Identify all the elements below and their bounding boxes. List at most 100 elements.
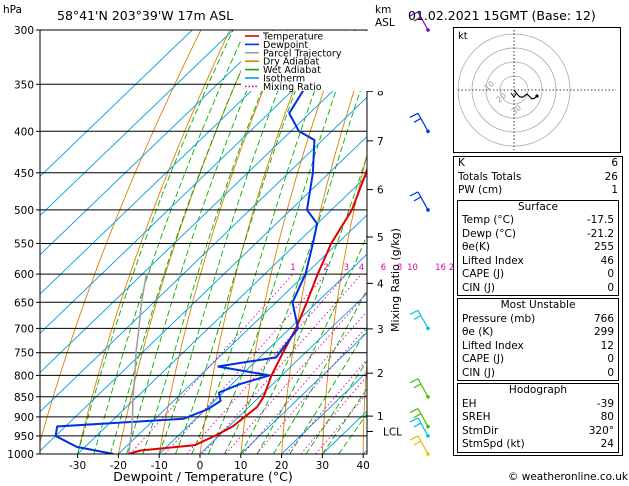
wet-adiabat-line: [273, 288, 367, 454]
dry-adiabat-line: [281, 50, 367, 454]
most-unstable-title: Most Unstable: [500, 299, 576, 311]
pressure-tick-label: 850: [14, 392, 34, 404]
pressure-unit-label: hPa: [3, 4, 22, 16]
surface-thetae-row: θe(K) 255: [462, 241, 614, 253]
wet-adiabat-line: [158, 30, 303, 454]
plot-frame: [39, 29, 368, 455]
mixing-ratio-label: 4: [359, 263, 364, 273]
index-totals-row: Totals Totals 26: [458, 170, 618, 183]
legend-entry-label: Isotherm: [263, 74, 305, 85]
mixing-ratio-line: [129, 273, 294, 454]
height-tick-label: 5: [377, 232, 384, 244]
wet-adiabat-line: [240, 154, 367, 454]
surface-cin-row: CIN (J) 0: [462, 281, 614, 294]
mixing-ratio-line: [225, 292, 367, 454]
pressure-tick-label: 650: [14, 297, 34, 309]
mixing-ratio-label: 2: [323, 263, 328, 273]
hodograph-trace: [513, 89, 538, 100]
profile-series: [54, 57, 367, 454]
isotherm-line: [40, 30, 315, 295]
pressure-tick-label: 800: [14, 370, 34, 382]
pressure-tick-label: 900: [14, 412, 34, 424]
mixing-ratio-label: 3: [344, 263, 349, 273]
index-pw-row: PW (cm) 1: [458, 184, 618, 196]
copyright-footer[interactable]: © weatheronline.co.uk: [507, 471, 628, 483]
pressure-tick-label: 400: [14, 126, 34, 138]
surface-li-row: Lifted Index 46: [462, 254, 614, 267]
surface-temp-row: Temp (°C) -17.5: [462, 214, 614, 226]
series-temperature-line: [128, 166, 367, 454]
surface-title: Surface: [517, 200, 558, 213]
isotherm-line: [40, 96, 367, 413]
height-tick-label: 6: [377, 185, 384, 197]
pressure-tick-label: 600: [14, 269, 34, 281]
pressure-tick-label: 750: [14, 348, 34, 360]
x-tick-label: 20: [275, 460, 288, 472]
legend-background: [241, 31, 383, 91]
hodograph-title: Hodograph: [508, 384, 568, 396]
legend-entry-label: Dry Adiabat: [263, 57, 320, 68]
mixing-ratio-lines: [129, 273, 367, 454]
mixing-ratio-label: 1: [290, 263, 295, 273]
dry-adiabat-line: [77, 30, 231, 454]
hodo-stmdir-row: StmDir 320°: [462, 424, 614, 437]
location-title: 58°41'N 203°39'W 17m ASL: [57, 8, 233, 23]
legend-entry-label: Wet Adiabat: [263, 65, 321, 76]
legend-entry-label: Temperature: [262, 32, 323, 43]
mu-li-row: Lifted Index 12: [462, 339, 614, 352]
x-tick-label: -30: [69, 460, 86, 472]
height-tick-label: 7: [377, 136, 384, 148]
wind-barb: [409, 408, 430, 429]
hodograph-endpoint: [535, 94, 539, 98]
storm-motion-marker: [510, 92, 517, 98]
isotherm-line: [40, 30, 234, 217]
x-tick-label: 30: [316, 460, 329, 472]
most-unstable-section: Most Unstable Pressure (mb) 766 θe (K) 299…: [457, 298, 619, 381]
pressure-tick-labels: 300 350 400 450 500 550 600 650 700 750 800 850 900 9…: [7, 25, 40, 461]
pressure-gridlines: [40, 29, 367, 455]
isotherm-line: [240, 332, 367, 454]
mu-cape-row: CAPE (J) 0: [462, 353, 614, 365]
pressure-tick-label: 700: [14, 323, 34, 335]
isotherms: [40, 30, 367, 454]
wet-adiabat-line: [126, 30, 273, 454]
mixing-ratio-line: [202, 273, 362, 454]
surface-dewp-row: Dewp (°C) -21.2: [462, 227, 614, 240]
x-axis-label: Dewpoint / Temperature (°C): [113, 469, 292, 484]
km-unit-label: km: [375, 4, 391, 16]
mixing-ratio-axis-label: Mixing Ratio (g/kg): [389, 228, 402, 332]
legend-entry-label: Parcel Trajectory: [263, 48, 342, 59]
pressure-tick-label: 950: [14, 431, 34, 443]
mixing-ratio-line: [256, 325, 367, 454]
wet-adiabat-line: [191, 30, 338, 454]
isotherm-line: [40, 30, 193, 177]
height-km-ticks: 8 7 6 5 4 3 2 1 LCL: [367, 86, 402, 438]
legend-entry-label: Mixing Ratio: [263, 82, 322, 93]
wind-barb: [409, 417, 430, 438]
mu-thetae-row: θe (K) 299: [462, 326, 614, 338]
wind-barb: [409, 112, 430, 134]
height-tick-label: 2: [377, 368, 384, 380]
mu-pressure-row: Pressure (mb) 766: [462, 312, 614, 325]
series-parcel-trajectory-line: [127, 273, 148, 454]
asl-unit-label: ASL: [375, 17, 395, 29]
x-tick-label: 0: [197, 460, 204, 472]
x-tick-label: -10: [151, 460, 168, 472]
isotherm-line: [199, 292, 367, 454]
isotherm-line: [281, 371, 367, 454]
pressure-tick-label: 550: [14, 238, 34, 250]
x-tick-label: -20: [110, 460, 127, 472]
wind-barb: [409, 11, 430, 32]
height-tick-label: 8: [377, 86, 384, 98]
wind-barb: [409, 378, 430, 399]
x-tick-label: 40: [357, 460, 370, 472]
x-tick-label: 10: [234, 460, 247, 472]
mixing-ratio-label: 6: [381, 263, 386, 273]
height-tick-label: 3: [377, 324, 384, 336]
mixing-ratio-line: [186, 273, 347, 454]
height-tick-label: 4: [377, 278, 384, 290]
dry-adiabat-line: [362, 356, 367, 454]
